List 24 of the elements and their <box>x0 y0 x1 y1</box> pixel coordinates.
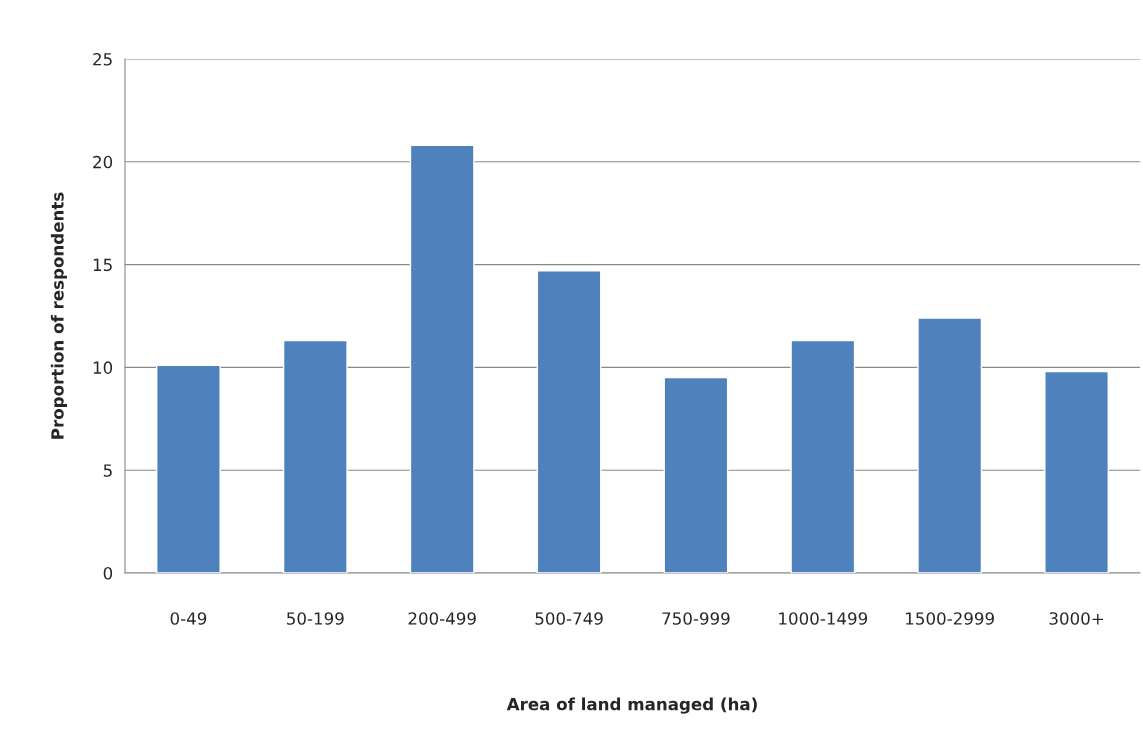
x-tick-label: 1000-1499 <box>779 612 868 625</box>
bar <box>282 339 348 573</box>
bar <box>790 339 856 573</box>
bar <box>1044 370 1109 573</box>
bar <box>156 364 221 573</box>
y-tick-label: 15 <box>93 258 112 272</box>
x-tick-label: 3000+ <box>1049 612 1103 625</box>
x-tick-label: 750-999 <box>662 612 730 625</box>
x-tick-label: 500-749 <box>535 612 603 625</box>
y-tick-label: 20 <box>93 155 113 169</box>
y-tick-label: 5 <box>103 464 112 477</box>
x-tick-label: 0-49 <box>170 612 207 625</box>
y-tick-label: 25 <box>93 52 112 66</box>
y-tick-label: 0 <box>103 566 113 580</box>
y-tick-label: 10 <box>93 361 113 374</box>
bar <box>536 270 602 573</box>
bar <box>409 144 475 573</box>
x-tick-label: 200-499 <box>408 612 476 625</box>
x-tick-label: 50-199 <box>287 612 344 625</box>
bar <box>917 317 983 573</box>
bar <box>663 376 729 573</box>
x-tick-label: 1500-2999 <box>906 612 994 625</box>
y-axis-title: Proportion of respondents <box>50 192 67 439</box>
x-axis-title: Area of land managed (ha) <box>506 697 757 714</box>
